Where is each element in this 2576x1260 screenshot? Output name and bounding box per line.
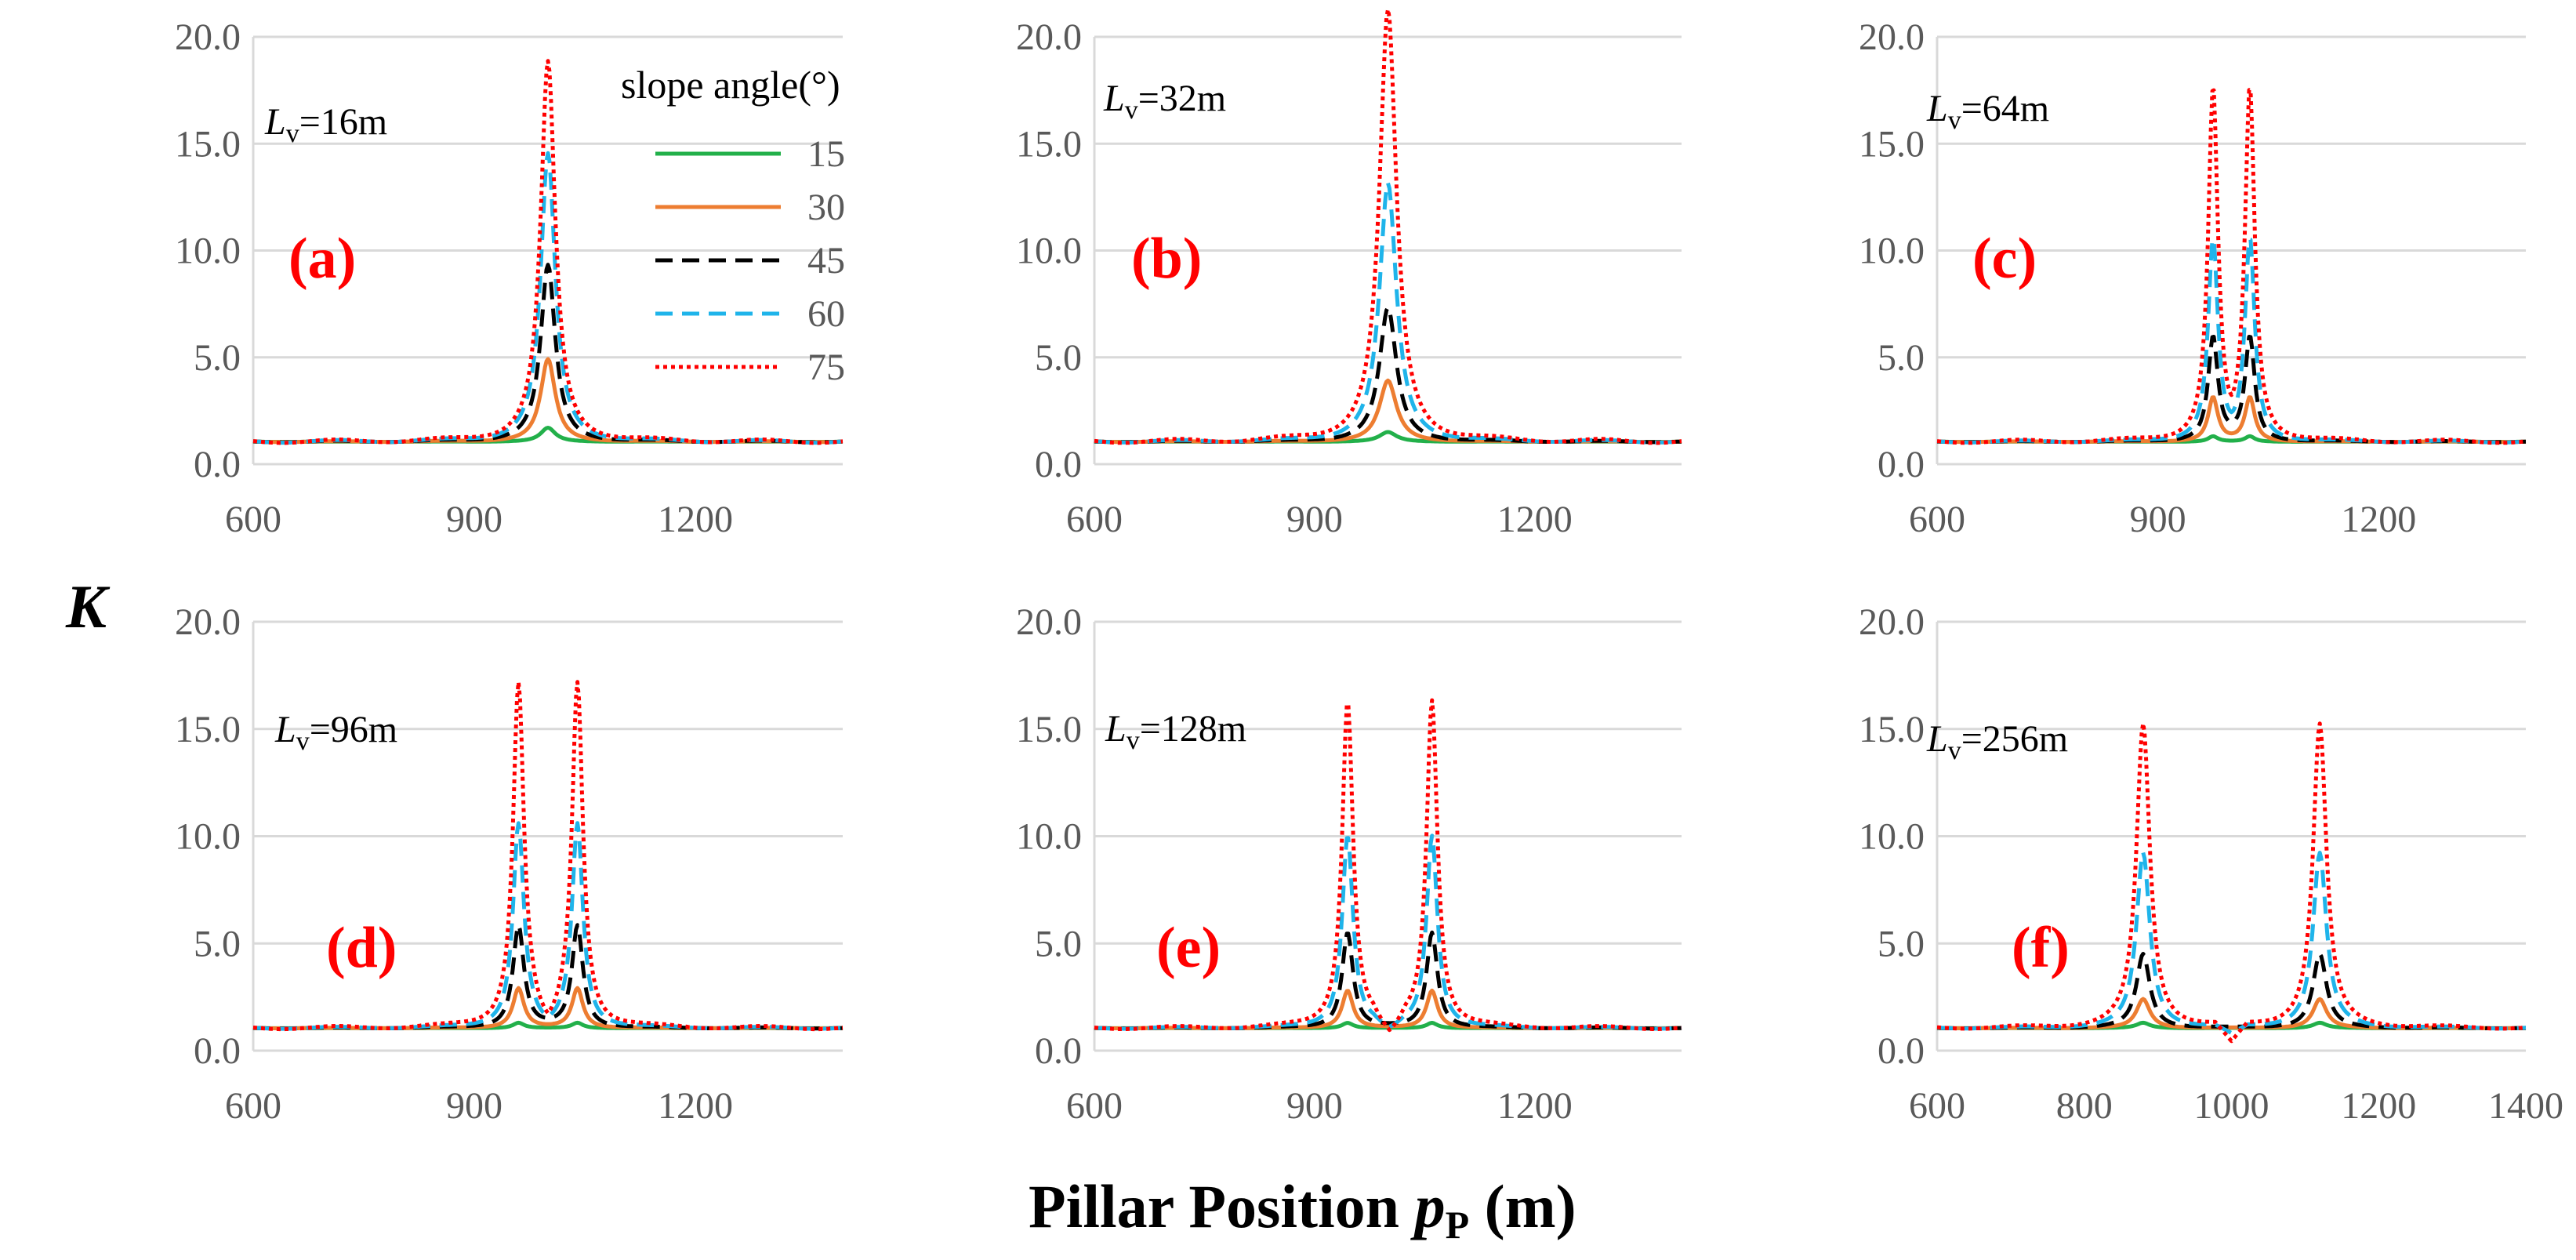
panel-f: 0.0 5.0 10.0 15.0 20.0 600 800 1000 1200 1400 Lv=2… [1859, 601, 2563, 1127]
lv-label-c: Lv=64m [1926, 88, 2049, 135]
y-tick-label-e-1: 5.0 [1035, 923, 1082, 964]
lv-label-d: Lv=96m [274, 709, 397, 756]
series-line-b-45 [1094, 305, 1682, 445]
y-tick-label-a-2: 10.0 [175, 231, 241, 272]
lv-label-a: Lv=16m [264, 101, 387, 148]
y-tick-label-e-2: 10.0 [1016, 816, 1082, 858]
x-tick-label-f-2: 1000 [2194, 1085, 2269, 1127]
panel-d: 0.0 5.0 10.0 15.0 20.0 600 900 1200 Lv=96m (d) [175, 601, 844, 1127]
x-tick-label-d-2: 1200 [658, 1085, 733, 1127]
y-tick-label-a-4: 20.0 [175, 16, 241, 58]
series-line-f-75 [1936, 721, 2527, 1044]
y-tick-label-f-0: 0.0 [1878, 1030, 1925, 1072]
x-tick-label-a-2: 1200 [658, 499, 733, 540]
legend-label-30: 30 [807, 187, 845, 228]
x-tick-label-a-0: 600 [225, 499, 281, 540]
y-tick-label-b-4: 20.0 [1016, 16, 1082, 58]
x-axis-label-unit: (m) [1469, 1172, 1576, 1240]
x-axis-label-sub: P [1446, 1203, 1470, 1247]
x-tick-label-b-0: 600 [1066, 499, 1123, 540]
panel-b: 0.0 5.0 10.0 15.0 20.0 600 900 1200 Lv=32m (b) [1016, 7, 1682, 540]
series-line-c-30 [1936, 395, 2527, 445]
legend-entries: 15 30 45 60 75 [655, 133, 845, 388]
legend: slope angle(°) 15 30 45 60 75 [621, 63, 845, 388]
x-tick-label-a-1: 900 [446, 499, 503, 540]
y-tick-label-c-1: 5.0 [1878, 337, 1925, 379]
x-axis-label-main: Pillar Position [1029, 1172, 1415, 1240]
y-tick-label-f-3: 15.0 [1859, 709, 1925, 750]
y-tick-label-a-0: 0.0 [194, 444, 241, 485]
panel-letter-d: (d) [326, 916, 397, 980]
series-line-e-60 [1094, 833, 1682, 1031]
y-tick-label-f-1: 5.0 [1878, 923, 1925, 964]
x-tick-label-f-3: 1200 [2341, 1085, 2416, 1127]
series-line-c-45 [1936, 335, 2527, 445]
x-tick-label-b-2: 1200 [1497, 499, 1573, 540]
legend-label-60: 60 [807, 293, 845, 335]
lv-label-e: Lv=128m [1105, 708, 1246, 755]
y-tick-label-e-3: 15.0 [1016, 709, 1082, 750]
y-tick-label-f-2: 10.0 [1859, 816, 1925, 858]
y-tick-label-b-2: 10.0 [1016, 231, 1082, 272]
series-line-e-75 [1094, 698, 1682, 1033]
y-tick-label-b-3: 15.0 [1016, 123, 1082, 165]
panel-letter-e: (e) [1156, 916, 1221, 980]
x-tick-label-f-1: 800 [2056, 1085, 2113, 1127]
panel-letter-a: (a) [288, 227, 356, 291]
panel-letter-c: (c) [1972, 227, 2037, 291]
y-tick-label-a-3: 15.0 [175, 123, 241, 165]
x-tick-label-c-0: 600 [1909, 499, 1965, 540]
series-line-a-45 [252, 263, 844, 445]
x-tick-label-f-0: 600 [1909, 1085, 1965, 1127]
legend-label-15: 15 [807, 133, 845, 175]
y-axis-label: K [65, 572, 111, 641]
y-tick-label-e-0: 0.0 [1035, 1030, 1082, 1072]
x-axis-label-var: p [1410, 1172, 1446, 1240]
y-tick-label-d-3: 15.0 [175, 709, 241, 750]
y-tick-label-c-3: 15.0 [1859, 123, 1925, 165]
panel-letter-b: (b) [1131, 227, 1202, 291]
x-tick-label-b-1: 900 [1286, 499, 1343, 540]
x-tick-label-e-2: 1200 [1497, 1085, 1573, 1127]
y-tick-label-c-0: 0.0 [1878, 444, 1925, 485]
panel-a: 0.0 5.0 10.0 15.0 20.0 600 900 1200 Lv=16m (a) [175, 16, 844, 540]
x-tick-label-d-1: 900 [446, 1085, 503, 1127]
series-line-d-60 [252, 821, 844, 1031]
panel-c: 0.0 5.0 10.0 15.0 20.0 600 900 1200 Lv=64m (c) [1859, 16, 2527, 540]
y-tick-label-b-1: 5.0 [1035, 337, 1082, 379]
y-tick-label-f-4: 20.0 [1859, 601, 1925, 643]
x-tick-label-f-4: 1400 [2488, 1085, 2563, 1127]
y-tick-label-d-1: 5.0 [194, 923, 241, 964]
x-tick-label-e-0: 600 [1066, 1085, 1123, 1127]
y-tick-label-c-2: 10.0 [1859, 231, 1925, 272]
series-line-d-30 [252, 986, 844, 1030]
x-tick-label-d-0: 600 [225, 1085, 281, 1127]
x-tick-label-c-2: 1200 [2341, 499, 2416, 540]
legend-title: slope angle(°) [621, 63, 840, 107]
legend-label-45: 45 [807, 240, 845, 281]
lv-label-f: Lv=256m [1926, 718, 2068, 765]
x-tick-label-c-1: 900 [2130, 499, 2186, 540]
series-line-a-75 [252, 59, 844, 445]
y-tick-label-d-0: 0.0 [194, 1030, 241, 1072]
x-axis-label: Pillar Position pP (m) [1029, 1172, 1576, 1247]
series-line-c-75 [1936, 88, 2527, 445]
series-line-a-30 [252, 357, 844, 445]
lv-label-b: Lv=32m [1103, 78, 1226, 125]
panel-letter-f: (f) [2012, 916, 2070, 980]
series-line-b-60 [1094, 181, 1682, 445]
y-tick-label-b-0: 0.0 [1035, 444, 1082, 485]
y-tick-label-d-2: 10.0 [175, 816, 241, 858]
series-line-a-60 [252, 151, 844, 445]
x-tick-label-e-1: 900 [1286, 1085, 1343, 1127]
y-tick-label-c-4: 20.0 [1859, 16, 1925, 58]
legend-label-75: 75 [807, 347, 845, 388]
y-tick-label-e-4: 20.0 [1016, 601, 1082, 643]
y-tick-label-d-4: 20.0 [175, 601, 241, 643]
y-tick-label-a-1: 5.0 [194, 337, 241, 379]
panel-e: 0.0 5.0 10.0 15.0 20.0 600 900 1200 Lv=128m (e) [1016, 601, 1682, 1127]
series-line-e-45 [1094, 930, 1682, 1031]
